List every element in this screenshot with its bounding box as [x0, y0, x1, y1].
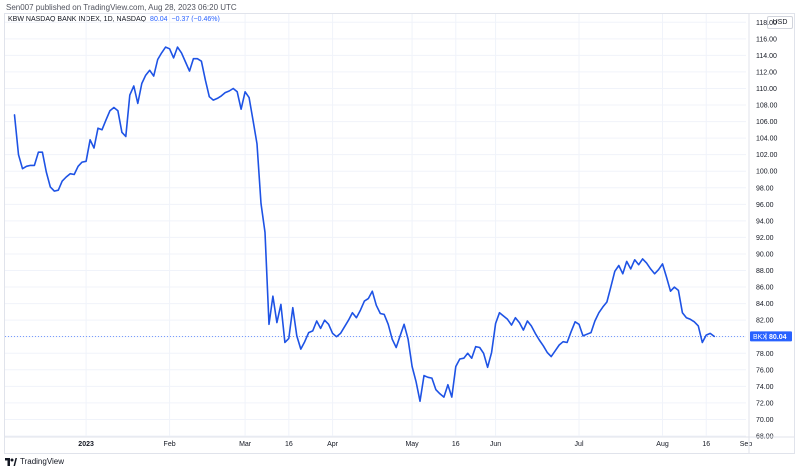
x-tick-label: Jul: [575, 441, 584, 448]
y-tick-label: 76.00: [756, 367, 774, 374]
legend-change: −0.37 (−0.46%): [171, 16, 220, 23]
y-tick-label: 112.00: [756, 69, 777, 76]
y-tick-label: 116.00: [756, 36, 777, 43]
y-tick-label: 84.00: [756, 301, 774, 308]
legend-symbol-name: KBW NASDAQ BANK INDEX, 1D, NASDAQ: [8, 16, 147, 23]
x-tick-label: Apr: [327, 441, 339, 448]
y-tick-label: 78.00: [756, 351, 774, 358]
last-value-symbol: BKX: [753, 334, 767, 341]
y-tick-label: 88.00: [756, 268, 774, 275]
y-tick-label: 74.00: [756, 384, 774, 391]
y-tick-label: 72.00: [756, 400, 774, 407]
x-tick-label: Feb: [164, 441, 176, 448]
y-tick-label: 70.00: [756, 417, 774, 424]
x-tick-label: Sep: [740, 441, 753, 448]
chart-frame: [4, 13, 795, 454]
y-tick-label: 86.00: [756, 285, 774, 292]
y-tick-label: 82.00: [756, 318, 774, 325]
tradingview-logo-icon: [5, 457, 17, 466]
last-value-price: 80.04: [769, 334, 787, 341]
price-series-line: [13, 46, 716, 403]
x-tick-label: 16: [285, 441, 293, 448]
y-tick-label: 92.00: [756, 235, 774, 242]
chart-legend[interactable]: KBW NASDAQ BANK INDEX, 1D, NASDAQ 80.04 …: [8, 16, 220, 23]
y-tick-label: 90.00: [756, 251, 774, 258]
y-tick-label: 94.00: [756, 218, 774, 225]
y-tick-label: 100.00: [756, 169, 778, 176]
y-tick-label: 104.00: [756, 136, 778, 143]
x-tick-label: Aug: [656, 441, 669, 448]
x-tick-label: Mar: [239, 441, 252, 448]
y-tick-label: 114.00: [756, 53, 777, 60]
y-tick-label: 110.00: [756, 86, 777, 93]
tradingview-logo[interactable]: TradingView: [5, 457, 64, 466]
x-tick-label: 16: [702, 441, 710, 448]
last-value-badge: [750, 331, 792, 342]
y-tick-label: 108.00: [756, 103, 778, 110]
y-tick-label: 98.00: [756, 185, 774, 192]
y-tick-label: 102.00: [756, 152, 778, 159]
legend-last-value: 80.04: [150, 16, 168, 23]
y-tick-label: 96.00: [756, 202, 774, 209]
y-tick-label: 118.00: [756, 20, 777, 27]
x-tick-label: May: [405, 441, 419, 448]
footer-brand: TradingView: [20, 457, 65, 466]
x-tick-label: 16: [452, 441, 460, 448]
x-tick-label: Jun: [490, 441, 501, 448]
y-tick-label: 106.00: [756, 119, 778, 126]
x-tick-label: 2023: [78, 441, 94, 448]
publisher-caption: Sen007 published on TradingView.com, Aug…: [6, 3, 237, 12]
currency-button[interactable]: USD: [767, 16, 793, 29]
